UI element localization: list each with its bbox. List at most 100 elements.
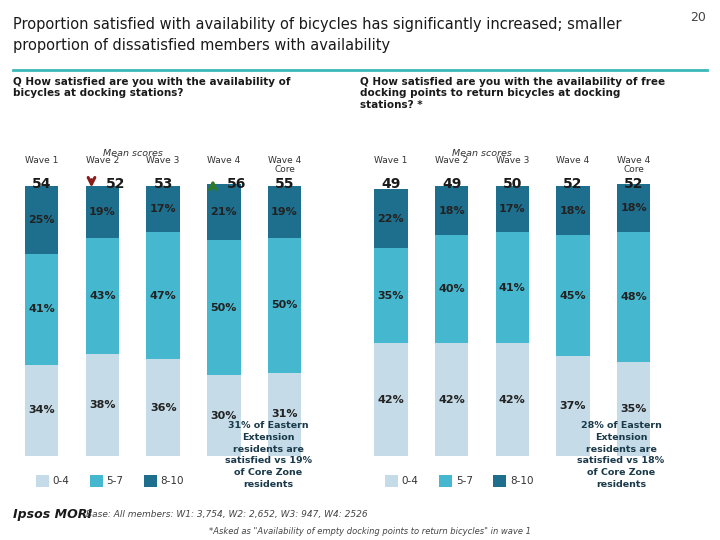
Bar xyxy=(435,186,468,235)
Text: 42%: 42% xyxy=(438,395,465,404)
Text: 48%: 48% xyxy=(621,292,647,302)
Text: Q How satisfied are you with the availability of free
docking points to return b: Q How satisfied are you with the availab… xyxy=(360,77,665,110)
Text: Base: All members: W1: 3,754, W2: 2,652, W3: 947, W4: 2526: Base: All members: W1: 3,754, W2: 2,652,… xyxy=(86,510,368,518)
Bar xyxy=(268,186,301,238)
Text: Wave 1: Wave 1 xyxy=(25,156,58,165)
Bar xyxy=(268,373,301,456)
Text: 35%: 35% xyxy=(378,291,404,301)
Text: 19%: 19% xyxy=(271,207,298,217)
Bar xyxy=(435,235,468,343)
Text: Wave 1: Wave 1 xyxy=(374,156,408,165)
Text: 38%: 38% xyxy=(89,400,116,410)
Text: 50%: 50% xyxy=(271,300,298,310)
Text: 52: 52 xyxy=(105,177,125,191)
Bar xyxy=(374,248,408,343)
Text: 36%: 36% xyxy=(150,403,176,413)
Text: 0-4: 0-4 xyxy=(53,476,69,485)
Text: 50: 50 xyxy=(503,177,522,191)
Text: 55: 55 xyxy=(275,177,294,191)
Text: 42%: 42% xyxy=(377,395,405,404)
Bar xyxy=(617,184,650,232)
Text: proportion of dissatisfied members with availability: proportion of dissatisfied members with … xyxy=(13,38,390,53)
Bar xyxy=(146,186,180,232)
Text: 18%: 18% xyxy=(559,206,586,215)
Text: 18%: 18% xyxy=(621,203,647,213)
Text: 53: 53 xyxy=(153,177,173,191)
Bar xyxy=(268,238,301,373)
Text: Mean scores: Mean scores xyxy=(103,149,163,158)
Text: 17%: 17% xyxy=(150,204,176,214)
Text: 49: 49 xyxy=(442,177,462,191)
Bar xyxy=(374,189,408,248)
Bar xyxy=(495,232,529,343)
Bar xyxy=(146,359,180,456)
Bar xyxy=(86,186,119,238)
Text: 37%: 37% xyxy=(559,401,586,411)
Text: Wave 4: Wave 4 xyxy=(557,156,590,165)
Text: 49: 49 xyxy=(381,177,400,191)
Text: Core: Core xyxy=(274,165,295,174)
Text: Wave 2: Wave 2 xyxy=(435,156,468,165)
Text: 8-10: 8-10 xyxy=(161,476,184,485)
Text: 34%: 34% xyxy=(28,406,55,415)
Text: 31%: 31% xyxy=(271,409,298,420)
Text: Core: Core xyxy=(624,165,644,174)
Text: Wave 2: Wave 2 xyxy=(86,156,119,165)
Text: 31% of Eastern
Extension
residents are
satisfied vs 19%
of Core Zone
residents: 31% of Eastern Extension residents are s… xyxy=(225,421,312,489)
Text: Mean scores: Mean scores xyxy=(452,149,512,158)
Text: Proportion satisfied with availability of bicycles has significantly increased; : Proportion satisfied with availability o… xyxy=(13,17,621,32)
Text: 18%: 18% xyxy=(438,206,465,215)
Bar xyxy=(146,232,180,359)
Text: 45%: 45% xyxy=(559,291,586,301)
Text: Wave 4: Wave 4 xyxy=(207,156,240,165)
Text: 25%: 25% xyxy=(29,215,55,225)
Text: 19%: 19% xyxy=(89,207,116,217)
Text: 35%: 35% xyxy=(621,404,647,414)
Text: Wave 3: Wave 3 xyxy=(146,156,180,165)
Text: 43%: 43% xyxy=(89,291,116,301)
Bar xyxy=(617,362,650,456)
Bar xyxy=(495,186,529,232)
Bar xyxy=(207,375,240,456)
Text: Wave 3: Wave 3 xyxy=(495,156,529,165)
Text: 40%: 40% xyxy=(438,284,465,294)
Bar xyxy=(86,354,119,456)
Text: 17%: 17% xyxy=(499,204,526,214)
Text: Wave 4: Wave 4 xyxy=(617,156,650,165)
Text: 28% of Eastern
Extension
residents are
satisfied vs 18%
of Core Zone
residents: 28% of Eastern Extension residents are s… xyxy=(577,421,665,489)
Bar xyxy=(25,254,58,364)
Bar xyxy=(86,238,119,354)
Bar xyxy=(207,240,240,375)
Text: 5-7: 5-7 xyxy=(107,476,124,485)
Text: 47%: 47% xyxy=(150,291,176,301)
Bar xyxy=(25,186,58,254)
Bar xyxy=(495,343,529,456)
Bar xyxy=(25,364,58,456)
Text: 20: 20 xyxy=(690,11,706,24)
Text: 42%: 42% xyxy=(499,395,526,404)
Text: 54: 54 xyxy=(32,177,51,191)
Text: 52: 52 xyxy=(563,177,582,191)
Text: 5-7: 5-7 xyxy=(456,476,473,485)
Text: Ipsos MORI: Ipsos MORI xyxy=(13,508,92,521)
Bar xyxy=(374,343,408,456)
Bar xyxy=(435,343,468,456)
Text: 52: 52 xyxy=(624,177,644,191)
Text: 21%: 21% xyxy=(210,207,237,217)
Text: 41%: 41% xyxy=(28,304,55,314)
Bar xyxy=(557,356,590,456)
Text: Q How satisfied are you with the availability of
bicycles at docking stations?: Q How satisfied are you with the availab… xyxy=(13,77,290,98)
Text: 8-10: 8-10 xyxy=(510,476,534,485)
Text: 0-4: 0-4 xyxy=(402,476,418,485)
Bar xyxy=(557,235,590,356)
Bar xyxy=(557,186,590,235)
Text: Wave 4: Wave 4 xyxy=(268,156,301,165)
Text: 41%: 41% xyxy=(499,282,526,293)
Text: 22%: 22% xyxy=(377,214,404,224)
Text: 30%: 30% xyxy=(211,411,237,421)
Text: 56: 56 xyxy=(227,177,246,191)
Text: *Asked as "Availability of empty docking points to return bicycles" in wave 1: *Asked as "Availability of empty docking… xyxy=(209,528,531,536)
Text: 50%: 50% xyxy=(211,303,237,313)
Bar xyxy=(207,184,240,240)
Bar xyxy=(617,232,650,362)
